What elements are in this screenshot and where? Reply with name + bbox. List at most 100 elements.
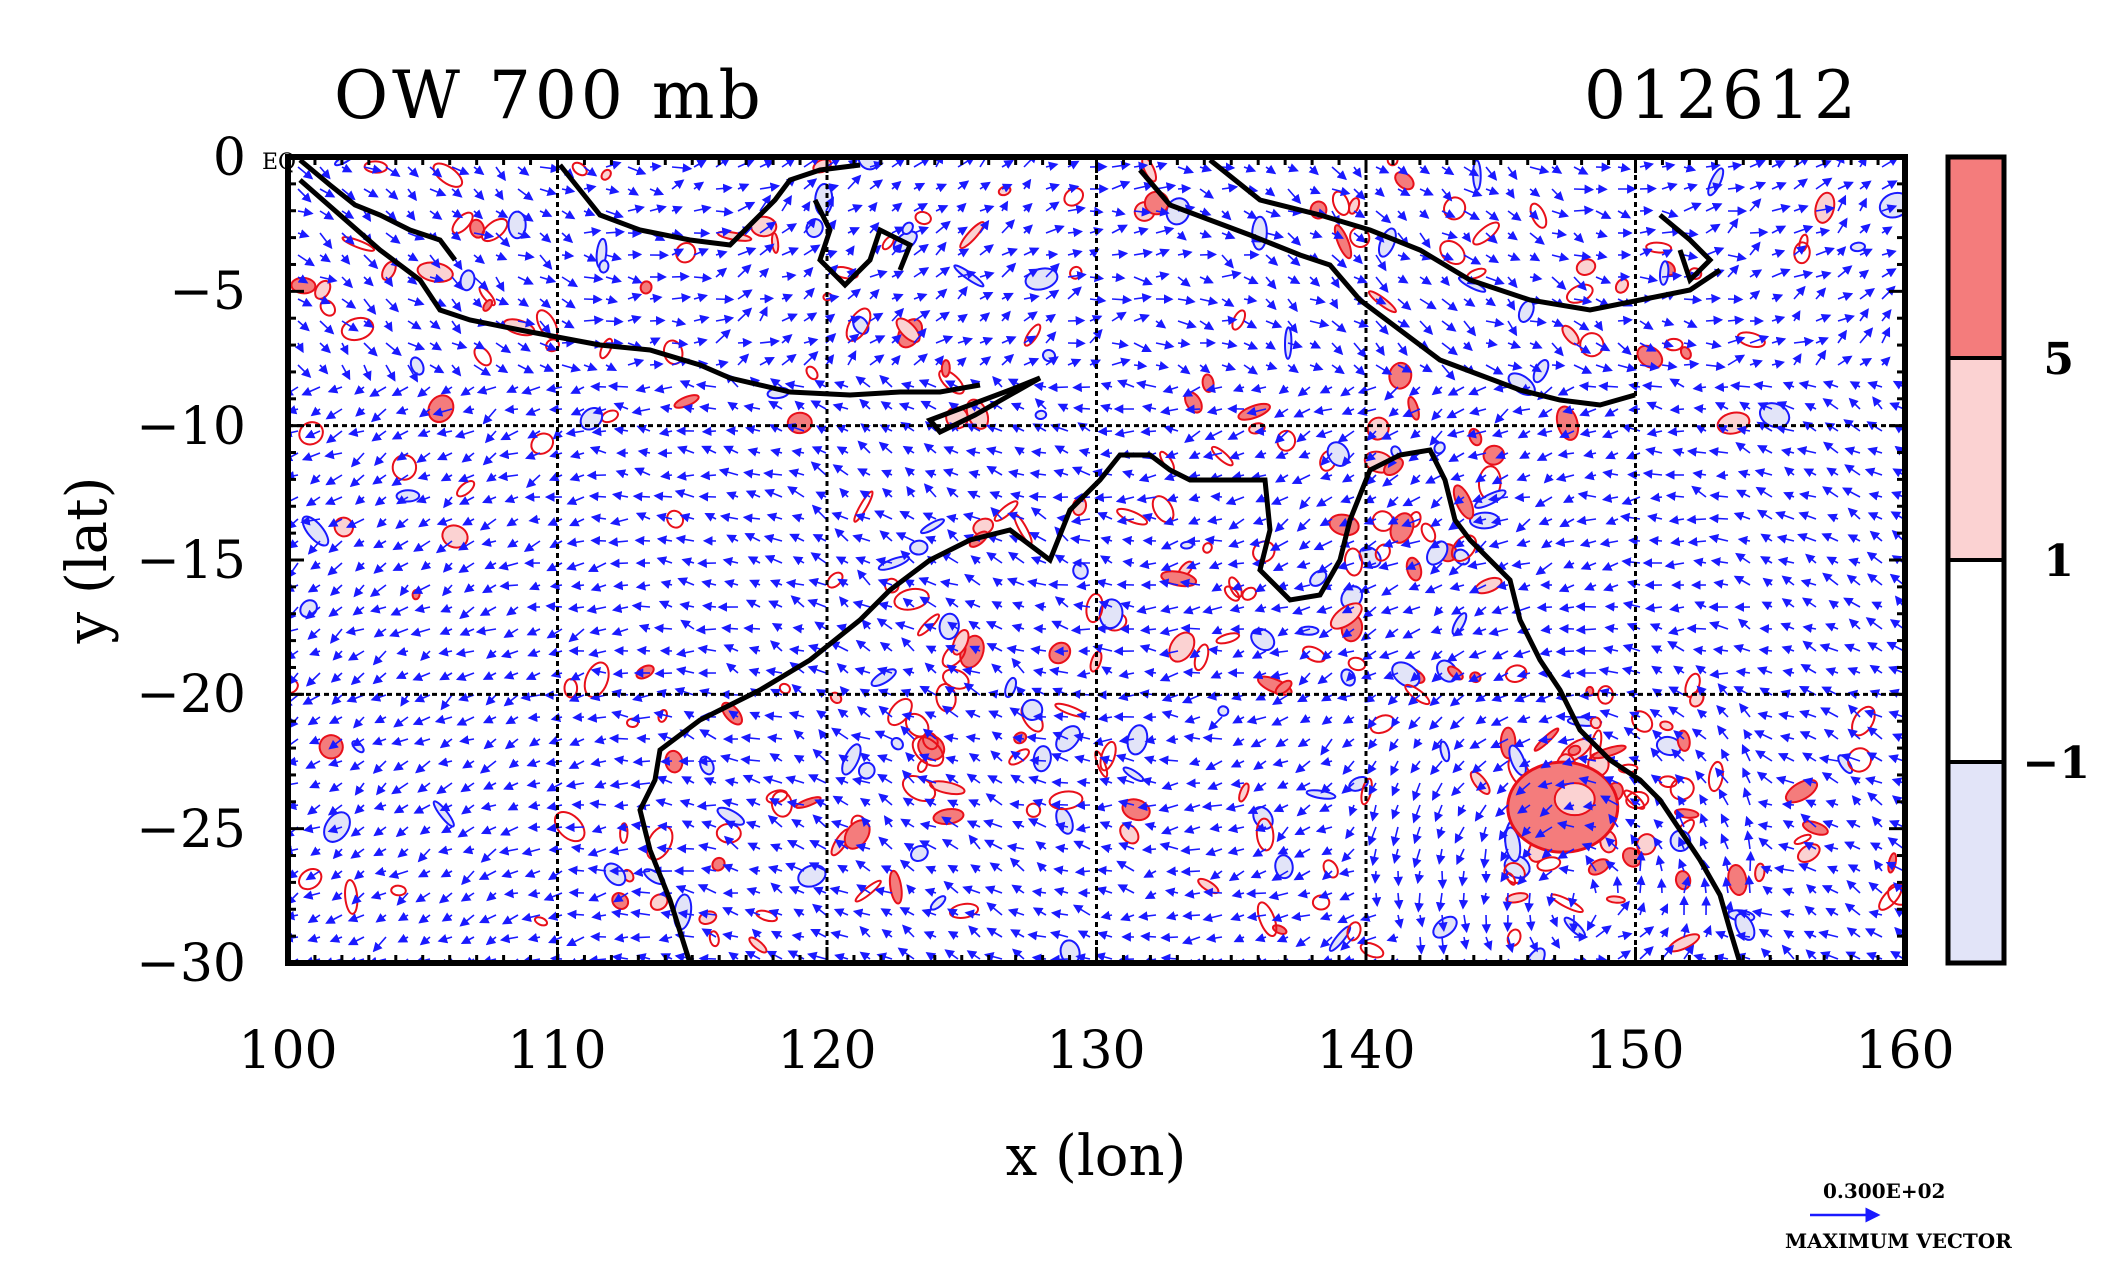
ow-contour xyxy=(890,737,904,751)
wind-vector xyxy=(1639,206,1654,216)
wind-vector xyxy=(1045,250,1059,260)
wind-vector xyxy=(1612,876,1623,894)
colorbar-bin-negative xyxy=(1948,762,2004,963)
x-tick-label: 130 xyxy=(1046,1021,1145,1081)
ow-contour xyxy=(888,869,903,905)
ow-contour xyxy=(600,168,612,181)
ow-contour xyxy=(598,259,610,274)
wind-vector xyxy=(612,668,629,679)
wind-vector xyxy=(1180,866,1201,877)
wind-vector xyxy=(1536,602,1553,613)
wind-vector xyxy=(1648,535,1663,546)
ow-contour xyxy=(1469,511,1501,530)
x-tick-label: 150 xyxy=(1585,1021,1684,1081)
wind-vector xyxy=(721,623,739,634)
wind-vector xyxy=(1050,954,1069,963)
wind-vector xyxy=(1075,800,1091,811)
wind-vector xyxy=(1009,799,1025,810)
wind-vector xyxy=(1595,954,1608,963)
wind-vector xyxy=(1210,492,1223,502)
wind-vector xyxy=(1458,892,1469,910)
wind-vector xyxy=(527,712,541,723)
ow-contour xyxy=(1034,409,1048,421)
wind-vector xyxy=(1708,513,1729,524)
x-tick-label: 160 xyxy=(1855,1021,1954,1081)
ow-contour xyxy=(1659,720,1674,732)
ow-contour xyxy=(1215,632,1241,645)
wind-vector xyxy=(1047,382,1069,393)
wind-vector xyxy=(660,756,673,766)
wind-vector xyxy=(1714,382,1729,392)
wind-vector xyxy=(649,359,664,370)
wind-vector xyxy=(504,404,519,415)
wind-vector xyxy=(1028,491,1047,502)
wind-vector xyxy=(627,249,643,260)
wind-vector xyxy=(671,271,690,282)
wind-vector xyxy=(1686,514,1707,525)
wind-vector xyxy=(1393,870,1404,887)
ow-contour xyxy=(1679,346,1692,360)
wind-vector xyxy=(608,733,629,744)
wind-vector xyxy=(1573,184,1595,195)
wind-vector xyxy=(1686,623,1707,634)
wind-vector xyxy=(759,293,775,304)
wind-vector xyxy=(1759,624,1773,634)
ow-contour-cyclone-core xyxy=(1553,782,1596,817)
wind-vector xyxy=(1051,777,1069,788)
ow-contour xyxy=(1645,241,1673,254)
map-date-code: 012612 xyxy=(1584,57,1860,134)
wind-vector xyxy=(1580,711,1597,722)
wind-vector xyxy=(1628,536,1641,546)
y-tick-labels: 0 −5 −10 −15 −20 −25 −30 xyxy=(136,128,246,994)
ow-contour xyxy=(1238,782,1250,803)
wind-vector xyxy=(1140,426,1157,437)
ow-contour xyxy=(482,298,494,312)
wind-vector xyxy=(561,250,575,261)
wind-vector xyxy=(632,491,651,502)
wind-vector xyxy=(1437,870,1448,890)
wind-vector xyxy=(715,294,735,305)
colorbar-bin-high xyxy=(1948,157,2004,358)
ow-contour xyxy=(1329,602,1363,630)
wind-vector xyxy=(1166,866,1179,876)
ow-contour xyxy=(909,539,929,556)
wind-vector xyxy=(1481,914,1492,934)
ow-contour xyxy=(1439,740,1451,763)
wind-vector xyxy=(1160,953,1179,963)
wind-vector xyxy=(616,822,629,832)
wind-vector xyxy=(1111,272,1126,283)
ow-contour xyxy=(895,317,921,343)
ow-contour xyxy=(893,587,930,611)
wind-vector xyxy=(701,426,717,437)
wind-vector xyxy=(1048,579,1069,590)
ow-contour xyxy=(1846,747,1873,773)
wind-vector xyxy=(630,932,651,943)
colorbar-label: 5 xyxy=(2043,334,2074,385)
wind-vector xyxy=(1693,403,1707,414)
wind-vector xyxy=(649,162,662,172)
wind-vector xyxy=(1502,892,1513,912)
wind-vector xyxy=(654,668,673,679)
ow-contour xyxy=(708,930,720,948)
wind-vector xyxy=(590,931,607,942)
wind-vector xyxy=(1185,536,1201,546)
wind-vector xyxy=(743,623,761,634)
wind-vector xyxy=(634,535,651,546)
ow-contour xyxy=(786,411,813,435)
y-tick-label: −5 xyxy=(169,262,246,322)
x-tick-label: 120 xyxy=(777,1021,876,1081)
wind-vector xyxy=(1370,870,1381,884)
wind-vector xyxy=(1180,623,1201,634)
wind-vector xyxy=(607,381,629,392)
wind-vector xyxy=(1639,183,1657,194)
wind-vector xyxy=(1705,315,1724,326)
ow-contour xyxy=(910,844,929,863)
wind-vector xyxy=(548,844,563,855)
wind-vector xyxy=(1551,360,1566,371)
colorbar-label: −1 xyxy=(2023,738,2090,789)
ow-contour xyxy=(1443,196,1467,221)
ow-contour xyxy=(432,162,464,188)
x-tick-labels: 100 110 120 130 140 150 160 xyxy=(238,1021,1954,1081)
wind-vector xyxy=(1781,799,1795,810)
y-tick-label: −20 xyxy=(136,665,246,725)
